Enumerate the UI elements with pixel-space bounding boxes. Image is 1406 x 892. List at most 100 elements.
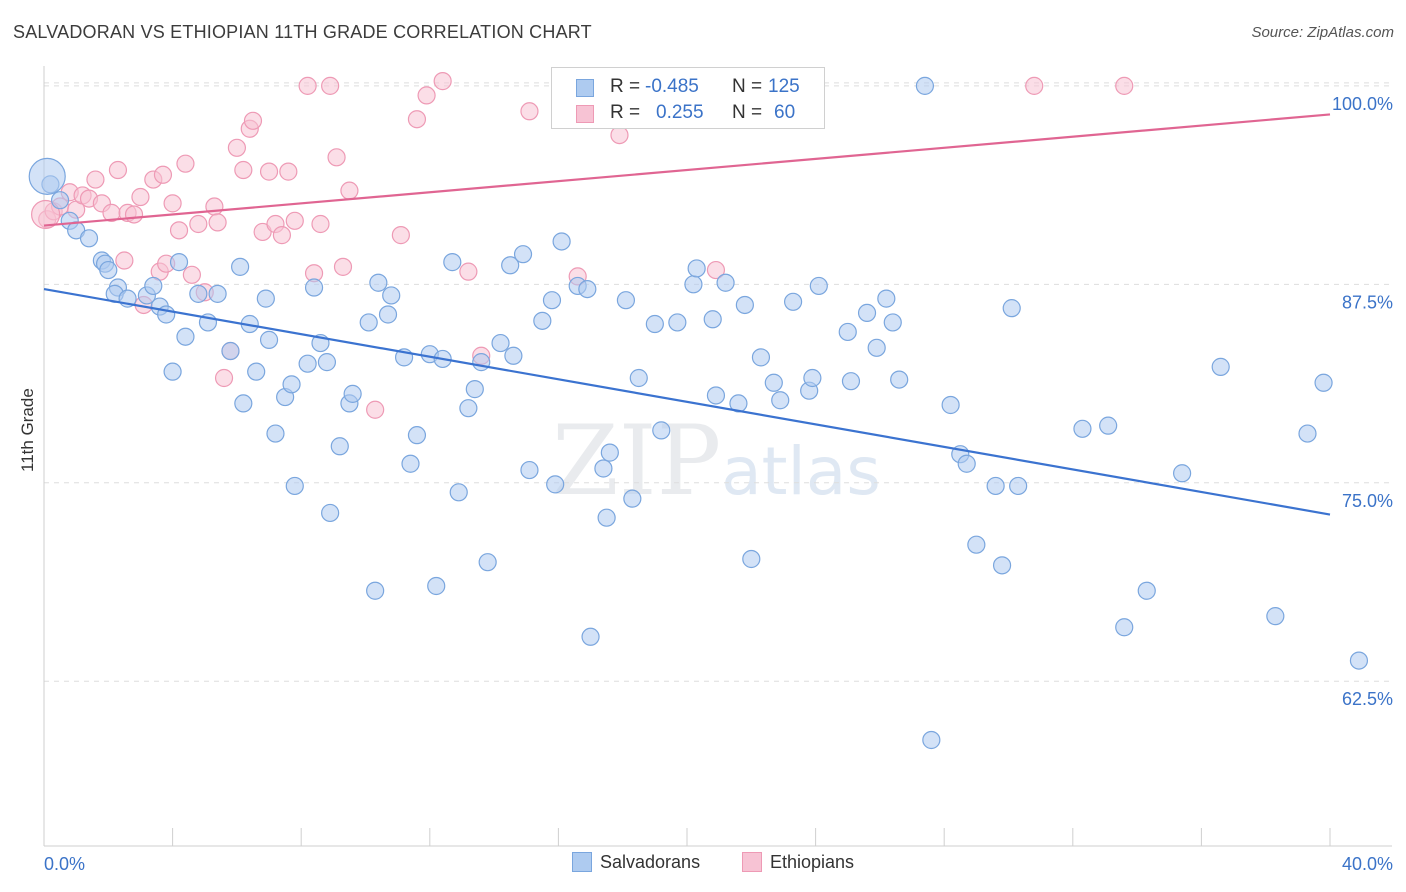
- salvadoran-point: [684, 275, 703, 294]
- legend-swatch-salvadorans: [576, 79, 594, 97]
- salvadoran-point: [427, 576, 446, 596]
- ethiopian-point: [279, 162, 298, 181]
- y-tick-label: 100.0%: [1332, 94, 1393, 114]
- ethiopian-point: [153, 165, 173, 184]
- salvadoran-trend-line: [43, 288, 1331, 516]
- y-axis-label: 11th Grade: [18, 388, 37, 472]
- salvadoran-point: [1115, 618, 1134, 637]
- salvadoran-point: [552, 232, 571, 251]
- ethiopian-point: [1115, 76, 1134, 95]
- watermark-atlas: atlas: [721, 433, 881, 510]
- ethiopian-point: [391, 226, 410, 245]
- salvadoran-point: [687, 259, 706, 278]
- salvadoran-points: [28, 76, 1369, 750]
- legend-swatch-ethiopians: [576, 105, 594, 123]
- salvadoran-point: [967, 535, 986, 554]
- salvadoran-point: [668, 313, 687, 332]
- salvadoran-point: [1211, 357, 1230, 376]
- x-tick-label: 0.0%: [44, 854, 85, 874]
- ethiopian-point: [459, 262, 478, 281]
- salvadoran-point: [716, 273, 735, 292]
- ethiopian-point: [311, 214, 330, 234]
- axes: [43, 66, 1392, 847]
- salvadoran-point: [459, 399, 478, 418]
- chart-title: SALVADORAN VS ETHIOPIAN 11TH GRADE CORRE…: [13, 22, 592, 42]
- salvadoran-point: [581, 627, 600, 646]
- ethiopian-point: [189, 214, 208, 234]
- salvadoran-point: [144, 276, 163, 296]
- salvadoran-point: [366, 581, 385, 600]
- ethiopian-point: [86, 170, 105, 189]
- salvadoran-point: [533, 311, 552, 330]
- legend-r-label: R =: [610, 102, 641, 123]
- salvadoran-point: [703, 310, 722, 329]
- salvadoran-point: [578, 279, 597, 299]
- legend-label-ethiopians: Ethiopians: [770, 852, 855, 872]
- salvadoran-point: [231, 257, 250, 276]
- ethiopian-point: [407, 110, 427, 129]
- salvadoran-point: [742, 549, 761, 569]
- legend-row-ethiopians: R = 0.255 N = 60: [552, 100, 824, 128]
- salvadoran-point: [449, 483, 468, 502]
- salvadoran-point: [922, 730, 941, 750]
- x-tick-label: 40.0%: [1342, 854, 1393, 874]
- salvadoran-point: [890, 370, 909, 389]
- salvadoran-point: [520, 460, 539, 480]
- stats-legend: R = -0.485 N = 125 R = 0.255 N = 60: [551, 67, 825, 129]
- salvadoran-point: [28, 157, 66, 195]
- legend-n-value: 125: [768, 76, 800, 97]
- y-tick-label: 75.0%: [1342, 491, 1393, 511]
- salvadoran-point: [285, 476, 304, 496]
- legend-swatch-salvadorans: [572, 852, 592, 872]
- ethiopian-point: [214, 368, 234, 388]
- ethiopian-point: [259, 162, 279, 181]
- legend-r-label: R =: [610, 76, 641, 97]
- salvadoran-point: [304, 278, 324, 297]
- legend-item-ethiopians: Ethiopians: [742, 852, 854, 873]
- salvadoran-point: [1314, 373, 1333, 392]
- salvadoran-point: [513, 245, 533, 264]
- salvadoran-point: [771, 391, 790, 410]
- salvadoran-point: [542, 291, 562, 310]
- salvadoran-point: [443, 253, 462, 272]
- salvadoran-point: [877, 289, 896, 308]
- ethiopian-points: [31, 72, 1134, 419]
- salvadoran-point: [783, 292, 803, 311]
- salvadoran-point: [803, 368, 822, 388]
- ethiopian-point: [115, 251, 134, 270]
- salvadoran-point: [298, 354, 317, 373]
- ethiopian-point: [706, 260, 726, 280]
- salvadoran-point: [321, 503, 340, 523]
- salvadoran-point: [1073, 419, 1092, 438]
- salvadoran-point: [735, 295, 754, 315]
- ethiopian-point: [176, 154, 195, 173]
- ethiopian-point: [340, 181, 359, 200]
- salvadoran-point: [169, 253, 189, 272]
- legend-item-salvadorans: Salvadorans: [572, 852, 700, 873]
- salvadoran-point: [629, 368, 648, 388]
- salvadoran-point: [259, 330, 279, 349]
- ethiopian-point: [298, 76, 317, 95]
- salvadoran-point: [491, 333, 510, 353]
- salvadoran-point: [1298, 424, 1317, 443]
- ethiopian-point: [366, 400, 385, 419]
- trend-lines: [43, 113, 1331, 516]
- salvadoran-point: [266, 424, 285, 443]
- ethiopian-point: [124, 205, 144, 224]
- salvadoran-point: [616, 291, 636, 310]
- source-credit: Source: ZipAtlas.com: [1251, 24, 1394, 41]
- salvadoran-point: [957, 454, 976, 473]
- salvadoran-point: [986, 476, 1005, 496]
- salvadoran-point: [501, 256, 520, 275]
- salvadoran-point: [343, 384, 362, 403]
- salvadoran-point: [600, 443, 619, 462]
- ethiopian-point: [169, 221, 189, 240]
- salvadoran-point: [79, 229, 99, 248]
- salvadoran-point: [623, 489, 642, 508]
- salvadoran-point: [1137, 581, 1156, 600]
- salvadoran-point: [378, 305, 398, 324]
- legend-label-salvadorans: Salvadorans: [600, 852, 701, 872]
- ethiopian-point: [610, 125, 629, 145]
- ethiopian-point: [327, 148, 346, 167]
